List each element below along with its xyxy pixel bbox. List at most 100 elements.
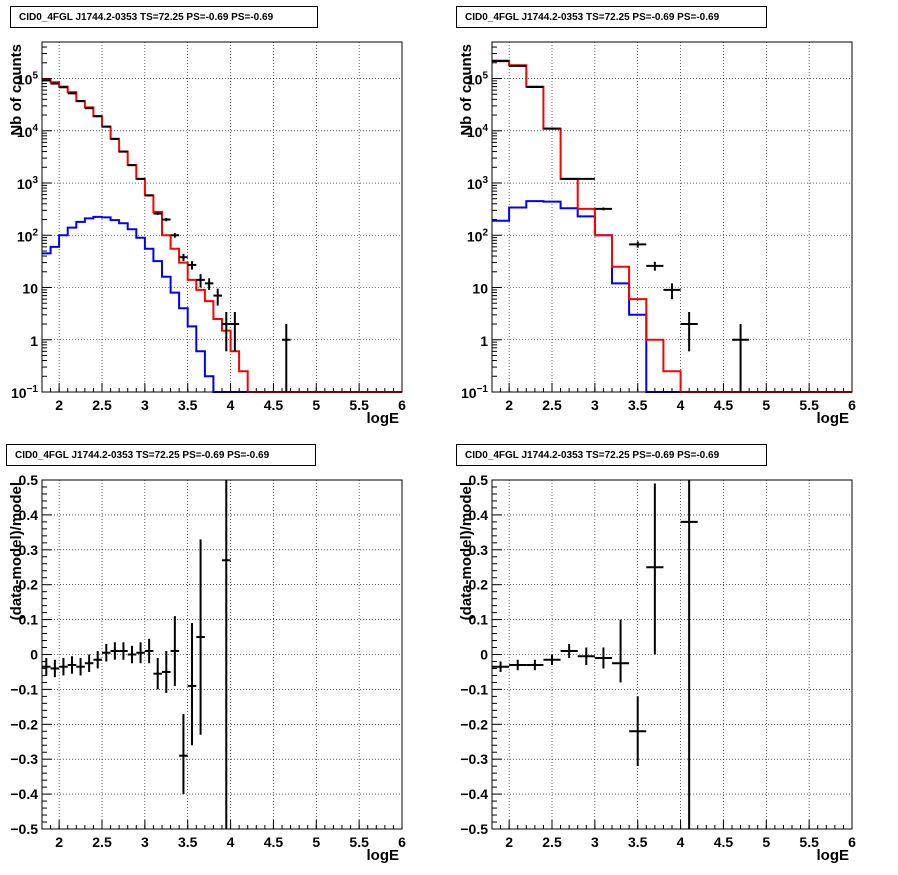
- x-tick-label: 2: [505, 834, 513, 850]
- y-tick-label: −0.1: [10, 681, 38, 697]
- x-tick-label: 5.5: [349, 834, 369, 850]
- data-point: [170, 233, 180, 238]
- plot-2: 2 2.5 3 3.5 4 4.5 5 5.5 6 −0.5 −0.4 −0.3 −0.2 −0.1 0 0.…: [8, 472, 406, 864]
- y-tick-label: −0.2: [10, 716, 38, 732]
- data-point: [680, 480, 698, 829]
- data-point: [50, 82, 60, 85]
- data-point: [577, 647, 595, 665]
- data-point: [213, 288, 222, 306]
- data-point: [102, 125, 111, 128]
- y-tick-label: 105: [17, 71, 39, 88]
- data-point: [187, 623, 197, 746]
- data-point: [127, 645, 137, 664]
- data-point: [42, 657, 51, 676]
- data-point: [84, 107, 94, 110]
- data-point: [110, 642, 120, 660]
- y-tick-label: −0.3: [10, 751, 38, 767]
- plot-title-bottom-left: CID0_4FGL J1744.2-0353 TS=72.25 PS=-0.69…: [6, 444, 316, 466]
- y-tick-label: −0.5: [460, 821, 488, 837]
- plot-title-top-right: CID0_4FGL J1744.2-0353 TS=72.25 PS=-0.69…: [456, 6, 767, 28]
- data-point: [119, 642, 128, 660]
- y-tick-label: 10−1: [11, 384, 38, 401]
- data-point: [492, 661, 510, 672]
- x-tick-label: 3.5: [178, 834, 198, 850]
- y-tick-label: 0.4: [19, 507, 39, 523]
- x-tick-label: 2: [505, 397, 513, 413]
- x-tick-label: 3: [591, 397, 599, 413]
- plot-3: 2 2.5 3 3.5 4 4.5 5 5.5 6 −0.5 −0.4 −0.3 −0.2 −0.1 0 0.…: [458, 472, 856, 864]
- data-point: [196, 539, 205, 735]
- y-tick-label: 10−1: [461, 384, 488, 401]
- data-point: [646, 483, 664, 655]
- data-point: [144, 638, 154, 664]
- histogram-series-1: [42, 78, 402, 393]
- y-tick-label: 0.2: [469, 577, 489, 593]
- data-point: [732, 324, 750, 392]
- x-tick-label: 5: [312, 834, 320, 850]
- y-tick-label: 105: [467, 71, 489, 88]
- data-point: [560, 644, 578, 658]
- data-point: [663, 283, 681, 300]
- x-tick-label: 6: [848, 397, 856, 413]
- y-tick-label: 0.1: [19, 612, 39, 628]
- y-tick-label: 0.5: [469, 472, 489, 488]
- x-tick-label: 2.5: [542, 834, 562, 850]
- y-tick-label: 10: [472, 281, 488, 297]
- y-tick-label: 0.3: [469, 542, 489, 558]
- y-tick-label: 0.4: [469, 507, 489, 523]
- x-tick-label: 5: [762, 397, 770, 413]
- plot-frame: [491, 479, 853, 830]
- x-tick-label: 5.5: [799, 397, 819, 413]
- x-axis-label: logE: [817, 410, 850, 427]
- plot-1: 2 2.5 3 3.5 4 4.5 5 5.5 6 10−1 1 10 102 103 104 105 logE…: [458, 41, 856, 427]
- plot-title-bottom-right: CID0_4FGL J1744.2-0353 TS=72.25 PS=-0.69…: [456, 444, 767, 466]
- data-point: [162, 651, 171, 693]
- y-tick-label: 0.3: [19, 542, 39, 558]
- plot-frame: [491, 41, 853, 393]
- y-tick-label: 1: [30, 333, 38, 349]
- plot-frame: [41, 479, 403, 830]
- data-point: [230, 311, 240, 352]
- x-tick-label: 4: [227, 834, 235, 850]
- data-point: [179, 253, 188, 262]
- x-tick-label: 3: [141, 834, 149, 850]
- y-tick-label: 0.1: [469, 612, 489, 628]
- x-tick-label: 4: [677, 397, 685, 413]
- data-point: [170, 616, 180, 686]
- x-tick-label: 2.5: [92, 397, 112, 413]
- x-tick-label: 2.5: [542, 397, 562, 413]
- data-point: [67, 92, 77, 95]
- data-point: [153, 212, 162, 215]
- y-tick-label: 104: [467, 123, 489, 140]
- y-tick-label: 1: [480, 333, 488, 349]
- data-point: [84, 654, 94, 672]
- x-tick-label: 4.5: [714, 397, 734, 413]
- y-axis-label: Nb of counts: [458, 44, 475, 136]
- data-point: [196, 274, 205, 288]
- data-point: [577, 177, 595, 180]
- data-point: [543, 654, 561, 665]
- data-point: [76, 100, 85, 103]
- y-axis-label: (data-model)/model: [458, 482, 475, 620]
- y-tick-label: 104: [17, 123, 39, 140]
- data-point: [680, 311, 698, 352]
- y-tick-label: 0: [30, 647, 38, 663]
- x-axis-label: logE: [817, 847, 850, 864]
- y-tick-label: 103: [467, 175, 489, 192]
- data-point: [526, 659, 544, 671]
- data-point: [59, 657, 68, 676]
- data-point: [646, 261, 664, 271]
- y-tick-label: −0.4: [460, 786, 488, 802]
- data-point: [127, 164, 137, 167]
- x-tick-label: 3.5: [628, 834, 648, 850]
- data-point: [59, 86, 68, 89]
- x-tick-label: 2: [55, 834, 63, 850]
- x-tick-label: 5: [762, 834, 770, 850]
- histogram-series-1: [492, 59, 852, 393]
- x-tick-label: 4.5: [264, 397, 284, 413]
- data-point: [110, 137, 120, 140]
- data-point: [153, 657, 162, 690]
- data-point: [594, 647, 612, 669]
- data-point: [204, 278, 214, 290]
- data-point: [612, 619, 630, 683]
